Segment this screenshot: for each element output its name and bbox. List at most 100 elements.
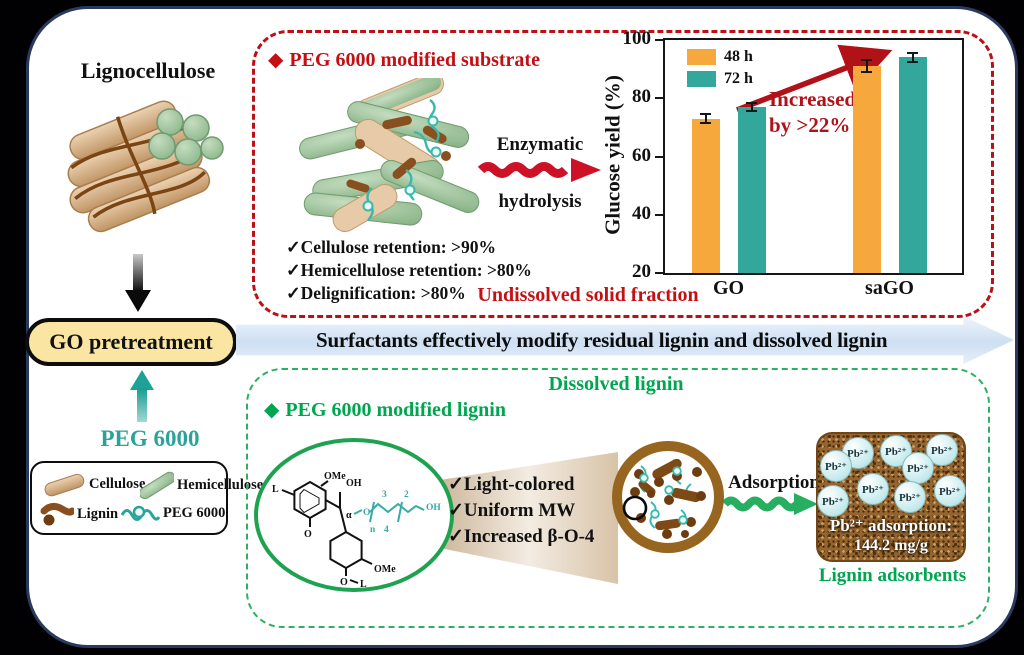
structure-label: 2: [404, 490, 409, 500]
structure-label: O: [304, 529, 312, 540]
modified-lignin-title-text: PEG 6000 modified lignin: [285, 399, 506, 421]
checklist-item: ✓Increased β-O-4: [448, 526, 595, 547]
adsorption-stat-line1: Pb²⁺ adsorption:: [829, 516, 953, 535]
lignin-adsorbents-caption: Lignin adsorbents: [818, 565, 967, 586]
bar-saGO-48h: [852, 66, 881, 273]
chemical-structure: L OMe OH α O OMe O L O 3 2 n 4 OH: [272, 471, 441, 590]
substrate-title: ◆ PEG 6000 modified substrate: [268, 47, 540, 72]
pb-ion: Pb²⁺: [880, 435, 912, 467]
cellulose-icon: [44, 473, 85, 497]
up-arrow-icon: [130, 370, 154, 422]
peg6000-label: PEG 6000: [100, 426, 200, 451]
error-bar-cap: [746, 101, 757, 104]
substrate-illustration: [299, 78, 480, 232]
substrate-checklist: ✓Cellulose retention: >90% ✓Hemicellulos…: [286, 236, 532, 305]
dissolved-lignin-title: Dissolved lignin: [548, 373, 684, 395]
enzymatic-hydrolysis-block: Enzymatic hydrolysis: [476, 133, 604, 214]
increase-annotation: Increased by >22%: [769, 87, 857, 137]
magnifier-cone: [440, 452, 618, 584]
y-tick-label: 20: [632, 261, 651, 282]
checklist-item: ✓Light-colored: [448, 474, 575, 495]
bar-GO-72h: [737, 107, 766, 273]
pb-ion: Pb²⁺: [934, 475, 966, 507]
error-bar: [750, 102, 753, 112]
structure-label: L: [272, 484, 279, 495]
glucose-yield-chart: Increased by >22% 48 h 72 h 20 40 60 80 100 GO…: [623, 28, 964, 299]
structure-label: OMe: [374, 564, 396, 575]
error-bar-cap: [700, 122, 711, 124]
red-wavy-arrow-icon: [477, 158, 601, 182]
structure-label: O: [363, 508, 370, 518]
bar-saGO-72h: [898, 57, 927, 273]
legend-item-lignin: Lignin: [40, 501, 118, 527]
lignocellulose-title: Lignocellulose: [80, 58, 216, 83]
lignin-particle-illustration: [612, 441, 724, 553]
y-tick-label: 40: [632, 202, 651, 224]
y-tick-mark: [655, 155, 663, 158]
checklist-item: ✓Cellulose retention: >90%: [286, 237, 496, 257]
pb-ion: Pb²⁺: [902, 452, 934, 484]
error-bar: [865, 60, 868, 73]
checklist-item: ✓Delignification: >80%: [286, 283, 466, 303]
adsorption-label: Adsorption: [728, 472, 820, 493]
undissolved-caption: Undissolved solid fraction: [477, 284, 699, 306]
lignin-icon: [40, 502, 74, 526]
process-label-bottom: hydrolysis: [498, 191, 582, 212]
legend-series-label: 72 h: [724, 70, 753, 87]
legend-item-cellulose: Cellulose: [40, 471, 145, 497]
structure-label: OH: [346, 478, 362, 489]
modified-lignin-title: ◆ PEG 6000 modified lignin: [264, 397, 506, 422]
chart-legend-item: 48 h: [687, 48, 753, 66]
substrate-title-text: PEG 6000 modified substrate: [289, 49, 540, 71]
diamond-bullet-icon: ◆: [264, 399, 280, 421]
process-label-top: Enzymatic: [496, 134, 584, 155]
error-bar-cap: [861, 71, 872, 74]
diamond-bullet-icon: ◆: [268, 49, 284, 71]
structure-label: α: [346, 510, 352, 521]
y-tick-mark: [655, 213, 663, 216]
green-wavy-arrow-icon: [722, 493, 818, 515]
y-tick-mark: [655, 272, 663, 274]
legend-swatch: [687, 49, 716, 65]
structure-label: O: [340, 577, 348, 588]
error-bar: [704, 114, 707, 123]
legend-label: Lignin: [77, 505, 119, 522]
error-bar-cap: [907, 52, 918, 55]
error-bar: [911, 53, 914, 62]
substrate-panel: [252, 30, 994, 318]
legend-item-peg6000: PEG 6000: [120, 501, 225, 525]
adsorption-stat-line2: 144.2 mg/g: [854, 537, 928, 554]
y-tick-label: 100: [622, 28, 652, 49]
y-tick-mark: [655, 39, 663, 41]
pb-ion: Pb²⁺: [894, 481, 926, 513]
structure-label: OMe: [324, 471, 346, 482]
lignin-bits: [346, 115, 451, 193]
peg-chain-icon: [120, 505, 160, 521]
error-bar-cap: [746, 110, 757, 113]
legend-series-label: 48 h: [724, 48, 753, 65]
down-arrow-icon: [125, 254, 151, 312]
hemicellulose-caps: [148, 108, 224, 166]
x-category-label: GO: [712, 277, 745, 299]
pb-ion: Pb²⁺: [820, 450, 852, 482]
lignocellulose-illustration: [67, 100, 224, 233]
legend-label: Hemicellulose: [177, 476, 264, 493]
structure-label: OH: [426, 503, 441, 513]
adsorbent-card: Pb²⁺ adsorption: 144.2 mg/g Pb²⁺ Pb²⁺ Pb²⁺…: [816, 432, 966, 562]
y-tick-label: 60: [632, 144, 651, 166]
checklist-item: ✓Hemicellulose retention: >80%: [286, 260, 532, 280]
pb-ion: Pb²⁺: [842, 437, 874, 469]
lignin-checklist: ✓Light-colored ✓Uniform MW ✓Increased β-…: [448, 472, 594, 550]
y-tick-mark: [655, 97, 663, 100]
pb-ion: Pb²⁺: [857, 473, 889, 505]
pb-ion: Pb²⁺: [817, 485, 849, 517]
checklist-item: ✓Uniform MW: [448, 500, 576, 521]
x-category-label: saGO: [865, 277, 914, 299]
chart-legend-item: 72 h: [687, 70, 753, 88]
legend-item-hemicellulose: Hemicellulose: [140, 471, 263, 499]
y-tick-label: 80: [632, 86, 651, 108]
legend-label: Cellulose: [89, 475, 146, 492]
error-bar-cap: [700, 113, 711, 116]
highlight-ring-icon: [622, 495, 648, 521]
